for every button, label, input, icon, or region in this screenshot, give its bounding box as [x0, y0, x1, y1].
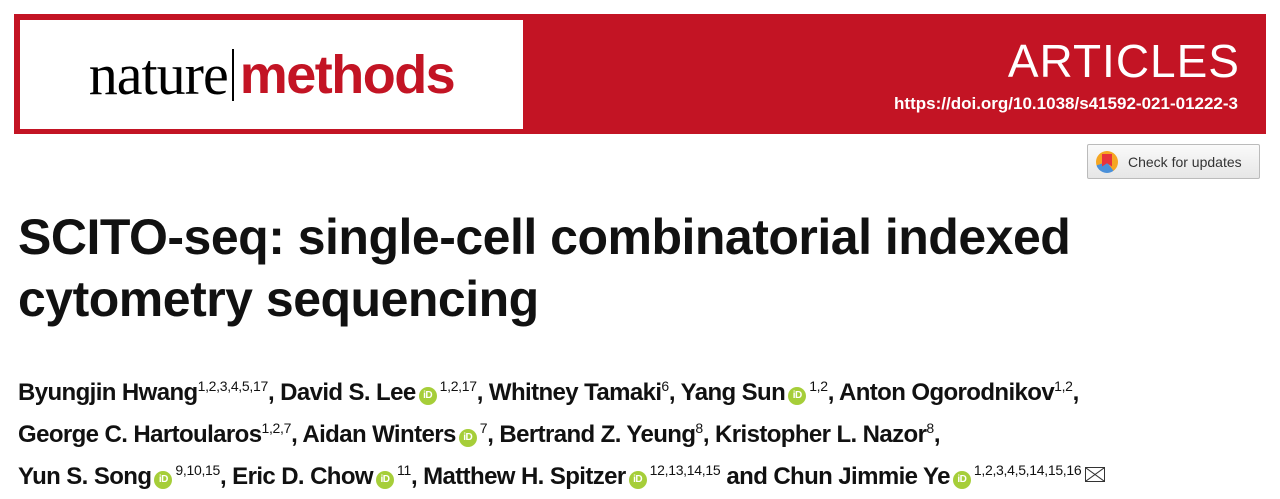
- affiliation-numbers[interactable]: 9,10,15: [175, 462, 221, 478]
- author-name[interactable]: Yun S. Song: [18, 463, 152, 490]
- author-name[interactable]: George C. Hartoularos: [18, 421, 262, 448]
- author-name[interactable]: Whitney Tamaki: [488, 379, 662, 406]
- author-separator: ,: [291, 421, 303, 448]
- article-type: ARTICLES: [1007, 35, 1240, 87]
- orcid-icon[interactable]: iD: [788, 387, 807, 405]
- author-separator: ,: [476, 379, 489, 406]
- affiliation-numbers[interactable]: 1,2: [809, 378, 828, 394]
- affiliation-numbers[interactable]: 7: [479, 420, 488, 436]
- author-separator: ,: [668, 379, 681, 406]
- author-separator: ,: [1072, 379, 1080, 406]
- author-separator: ,: [410, 463, 424, 490]
- article-title: SCITO-seq: single-cell combinatorial ind…: [18, 209, 1071, 327]
- orcid-icon[interactable]: iD: [376, 471, 394, 489]
- author-name[interactable]: Bertrand Z. Yeung: [499, 421, 696, 448]
- affiliation-numbers[interactable]: 1,2,3,4,5,14,15,16: [973, 462, 1082, 478]
- author-name[interactable]: Anton Ogorodnikov: [839, 379, 1055, 406]
- author-separator: ,: [487, 421, 500, 448]
- logo-methods: methods: [239, 44, 456, 105]
- orcid-icon[interactable]: iD: [154, 471, 173, 489]
- affiliation-numbers[interactable]: 1,2,17: [439, 378, 477, 394]
- affiliation-numbers[interactable]: 8: [695, 420, 703, 436]
- author-name[interactable]: Matthew H. Spitzer: [423, 463, 626, 490]
- author-name[interactable]: Byungjin Hwang: [18, 379, 198, 406]
- author-name[interactable]: Yang Sun: [680, 379, 786, 406]
- affiliation-numbers[interactable]: 8: [926, 420, 934, 436]
- crossmark-icon: [1096, 150, 1118, 173]
- author-line: George C. Hartoularos1,2,7, Aidan Winter…: [18, 415, 1105, 457]
- author-name[interactable]: Aidan Winters: [302, 421, 456, 448]
- journal-logo[interactable]: nature methods: [20, 20, 523, 129]
- check-for-updates-button[interactable]: Check for updates: [1087, 144, 1260, 179]
- author-separator: and: [720, 463, 774, 490]
- author-name[interactable]: Kristopher L. Nazor: [715, 421, 927, 448]
- check-for-updates-label: Check for updates: [1128, 153, 1242, 170]
- affiliation-numbers[interactable]: 6: [661, 378, 669, 394]
- affiliation-numbers[interactable]: 1,2,3,4,5,17: [197, 378, 269, 394]
- author-name[interactable]: Eric D. Chow: [232, 463, 373, 490]
- doi-link[interactable]: https://doi.org/10.1038/s41592-021-01222…: [894, 94, 1238, 113]
- author-separator: ,: [933, 421, 941, 448]
- affiliation-numbers[interactable]: 1,2: [1054, 378, 1073, 394]
- orcid-icon[interactable]: iD: [458, 429, 477, 447]
- affiliation-numbers[interactable]: 11: [397, 462, 411, 478]
- orcid-icon[interactable]: iD: [952, 471, 971, 489]
- author-name[interactable]: Chun Jimmie Ye: [773, 463, 950, 490]
- affiliation-numbers[interactable]: 12,13,14,15: [649, 462, 721, 478]
- logo-divider: [231, 48, 234, 101]
- orcid-icon[interactable]: iD: [628, 471, 647, 489]
- affiliation-numbers[interactable]: 1,2,7: [261, 420, 292, 436]
- author-line: Yun S. Song iD9,10,15, Eric D. Chow iD11, …: [18, 457, 1106, 499]
- orcid-icon[interactable]: iD: [418, 387, 437, 405]
- author-separator: ,: [827, 379, 839, 406]
- author-line: Byungjin Hwang1,2,3,4,5,17, David S. Lee…: [18, 373, 1105, 415]
- author-list: Byungjin Hwang1,2,3,4,5,17, David S. Lee…: [18, 373, 1106, 499]
- author-separator: ,: [702, 421, 716, 448]
- logo-nature: nature: [88, 42, 229, 107]
- author-name[interactable]: David S. Lee: [280, 379, 416, 406]
- author-separator: ,: [220, 463, 233, 490]
- author-separator: ,: [267, 379, 281, 406]
- email-icon[interactable]: [1085, 467, 1106, 482]
